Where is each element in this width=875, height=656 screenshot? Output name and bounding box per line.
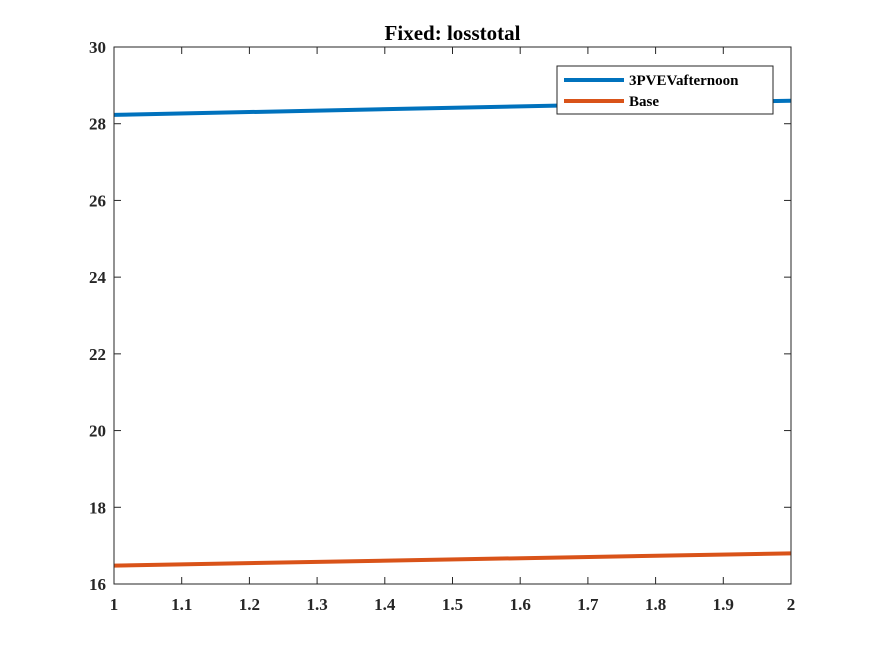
x-tick-label: 1.2 [239, 595, 260, 614]
y-tick-label: 28 [89, 115, 106, 134]
legend-label: 3PVEVafternoon [629, 73, 739, 89]
plot-background [114, 47, 791, 584]
y-tick-label: 16 [89, 575, 106, 594]
plot-area [114, 47, 791, 584]
y-tick-label: 26 [89, 191, 106, 210]
chart-title: Fixed: losstotal [385, 21, 521, 45]
series-line-base [113, 551, 792, 568]
x-tick-label: 1.7 [577, 595, 599, 614]
x-tick-label: 1.6 [510, 595, 531, 614]
axes: 1 1.1 1.2 1.3 1.4 1.5 1.6 1.7 1.8 1.9 2 16 18 20 22 24 2… [89, 38, 795, 614]
x-tick-label: 1.3 [306, 595, 327, 614]
x-tick-label: 1.9 [713, 595, 734, 614]
x-tick-label: 1.5 [442, 595, 463, 614]
y-tick-label: 30 [89, 38, 106, 57]
x-tick-label: 2 [787, 595, 796, 614]
y-tick-label: 18 [89, 498, 106, 517]
legend: 3PVEVafternoon Base [556, 65, 774, 115]
x-tick-label: 1.1 [171, 595, 192, 614]
y-tick-label: 24 [89, 268, 107, 287]
x-tick-label: 1.4 [374, 595, 396, 614]
legend-box [556, 65, 774, 115]
x-tick-label: 1.8 [645, 595, 666, 614]
legend-label: Base [629, 94, 659, 110]
y-tick-label: 20 [89, 422, 106, 441]
x-tick-label: 1 [110, 595, 119, 614]
y-tick-label: 22 [89, 345, 106, 364]
